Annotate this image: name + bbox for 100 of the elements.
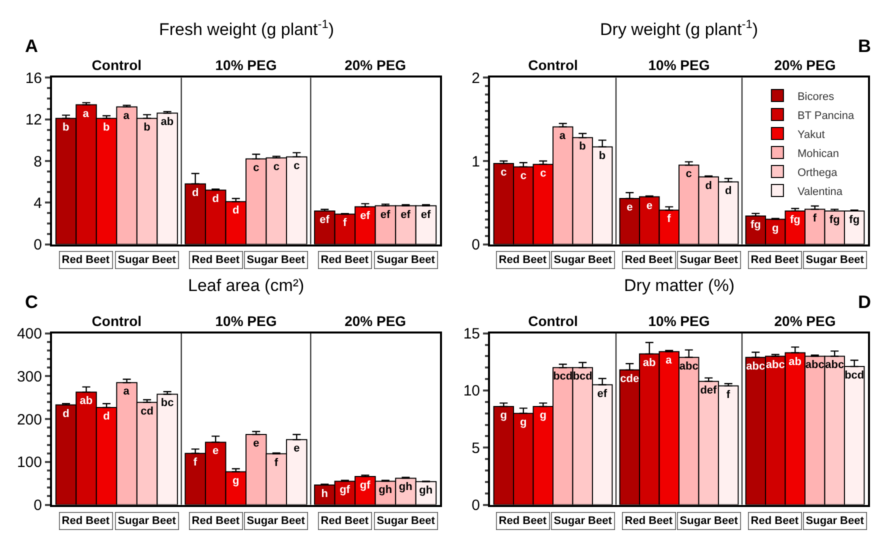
data-label: fg — [829, 214, 840, 226]
data-label: gh — [419, 484, 433, 497]
y-tick-label: 5 — [472, 440, 480, 457]
text: Sugar Beet — [680, 514, 738, 527]
data-label: abc — [825, 359, 844, 372]
data-label: bc — [160, 397, 174, 410]
data-label: b — [62, 121, 70, 134]
data-label: g — [540, 409, 546, 422]
text: Red Beet — [498, 514, 547, 527]
y-tick-label: 8 — [34, 153, 42, 170]
data-label: b — [579, 140, 586, 153]
text: Red Beet — [62, 254, 110, 266]
x-tick-label: 20% PEG — [774, 312, 836, 329]
x-tick-label: 10% PEG — [648, 312, 710, 329]
data-label: f — [193, 456, 198, 468]
legend-label: Valentina — [797, 186, 844, 198]
text: Sugar Beet — [554, 514, 612, 527]
data-label: ab — [788, 356, 802, 368]
y-tick-label: 0 — [34, 497, 42, 514]
y-tick-label: 300 — [16, 368, 42, 386]
text: Sugar Beet — [806, 254, 864, 266]
y-tick-label: 4 — [34, 194, 42, 212]
data-label: fg — [790, 214, 800, 226]
text: C — [25, 292, 38, 312]
data-label: abc — [679, 360, 698, 372]
y-tick-label: 16 — [25, 70, 42, 87]
text: Sugar Beet — [680, 254, 738, 266]
data-label: a — [123, 386, 130, 398]
text: Sugar Beet — [554, 254, 612, 266]
data-label: c — [686, 168, 692, 180]
x-tick-label: 10% PEG — [215, 57, 277, 74]
text: A — [25, 36, 38, 56]
x-tick-label: 10% PEG — [648, 57, 710, 74]
legend-label: BT Pancina — [797, 110, 855, 122]
data-label: def — [700, 384, 718, 396]
data-label: d — [103, 410, 110, 422]
data-label: ef — [420, 208, 432, 221]
data-label: ab — [642, 356, 656, 369]
legend-label: Orthega — [797, 166, 838, 179]
data-label: g — [500, 409, 508, 422]
legend-label: Mohican — [797, 148, 840, 160]
data-label: e — [294, 442, 300, 455]
y-tick-label: 0 — [472, 236, 480, 254]
data-label: a — [666, 354, 673, 367]
y-tick-label: 10 — [463, 382, 480, 400]
data-label: f — [274, 456, 278, 469]
data-label: ef — [360, 210, 370, 222]
text: Red Beet — [624, 254, 673, 266]
data-label: f — [667, 213, 672, 226]
text: Sugar Beet — [118, 254, 176, 266]
y-tick-label: 400 — [16, 326, 42, 343]
data-label: c — [540, 167, 546, 180]
text: Red Beet — [750, 514, 799, 527]
data-label: d — [62, 408, 70, 420]
x-tick-label: Control — [528, 312, 578, 329]
data-label: f — [812, 212, 817, 224]
data-label: c — [253, 162, 260, 174]
text: D — [858, 292, 871, 312]
data-label: d — [192, 186, 199, 199]
text: Sugar Beet — [118, 514, 176, 527]
legend-label: Bicores — [797, 90, 835, 103]
x-tick-label: Control — [92, 312, 142, 329]
data-label: cde — [620, 372, 640, 385]
x-tick-label: 10% PEG — [215, 312, 277, 329]
data-label: gh — [378, 484, 392, 496]
data-label: gf — [360, 479, 371, 492]
chart-title: Fresh weight (g plant$^{-1}$) — [159, 17, 334, 40]
text: B — [858, 36, 871, 56]
data-label: abc — [766, 359, 785, 372]
y-tick-label: 1 — [472, 153, 480, 170]
data-label: ab — [160, 116, 174, 128]
data-label: a — [559, 130, 566, 142]
data-label: c — [273, 160, 280, 173]
data-label: bcd — [553, 370, 573, 383]
chart-title: Dry weight (g plant$^{-1}$) — [600, 17, 758, 40]
text: Sugar Beet — [246, 254, 306, 266]
data-label: abc — [746, 360, 766, 372]
text: Red Beet — [320, 514, 369, 527]
y-tick-label: 12 — [25, 112, 42, 129]
data-label: e — [646, 200, 652, 212]
data-label: ef — [400, 208, 411, 221]
data-label: fg — [750, 218, 761, 231]
data-label: ab — [80, 395, 93, 408]
y-tick-label: 100 — [16, 454, 42, 472]
text: Red Beet — [498, 254, 547, 266]
chart-title: Leaf area (cm²) — [188, 276, 304, 295]
text: Red Beet — [320, 254, 369, 266]
data-label: gf — [340, 484, 350, 496]
text: Red Beet — [192, 514, 240, 527]
data-label: ef — [380, 208, 391, 221]
data-label: e — [212, 445, 219, 458]
y-tick-label: 0 — [34, 236, 42, 254]
data-label: g — [232, 474, 240, 487]
data-label: g — [772, 222, 779, 234]
data-label: b — [598, 150, 606, 162]
data-label: bcd — [844, 370, 864, 382]
data-label: d — [705, 180, 712, 192]
text: Sugar Beet — [806, 514, 864, 527]
data-label: c — [500, 166, 507, 178]
data-label: h — [321, 488, 328, 500]
